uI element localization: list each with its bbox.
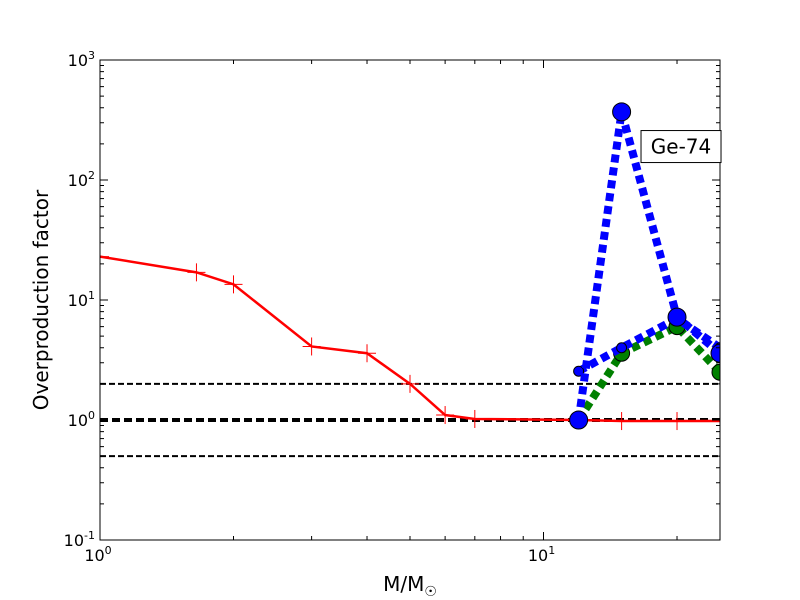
series-0-point [224,275,243,294]
series-3-point [711,363,720,381]
series-2-point [616,342,628,354]
series-0 [100,247,720,431]
series-0-point [100,247,109,266]
annotation-label: Ge-74 [651,135,711,159]
y-axis-label: Overproduction factor [29,189,53,410]
series-0-line [100,255,720,423]
series-1-line [574,110,720,421]
series-1-point [569,410,589,430]
series-0-point [465,409,484,428]
y-tick-label: 103 [68,49,95,70]
x-tick-label: 100 [84,544,111,565]
series-0-point [436,406,455,425]
series-1-point [710,343,720,363]
series-0-point [358,344,377,363]
series-1 [569,102,720,430]
series-0-point [668,412,687,431]
series-3-line [575,321,720,423]
y-tick-label: 100 [68,409,95,430]
annotation-box [640,130,722,164]
series-0-point [711,412,720,431]
series-0-point [612,412,631,431]
x-tick-label: 101 [528,544,555,565]
series-0-point [302,337,321,356]
y-tick-label: 101 [68,289,95,310]
series-1-point [667,307,687,327]
series-layer [100,102,720,431]
series-0-point [401,374,419,393]
x-axis-label-subscript: ☉ [424,584,437,600]
series-0-point [187,263,206,282]
series-1-point [612,102,632,122]
annotation-layer: Ge-74 [640,130,722,164]
y-tick-label: 102 [68,169,95,190]
y-tick-label: 10-1 [64,529,95,550]
x-axis-label: M/M☉ [383,572,437,600]
